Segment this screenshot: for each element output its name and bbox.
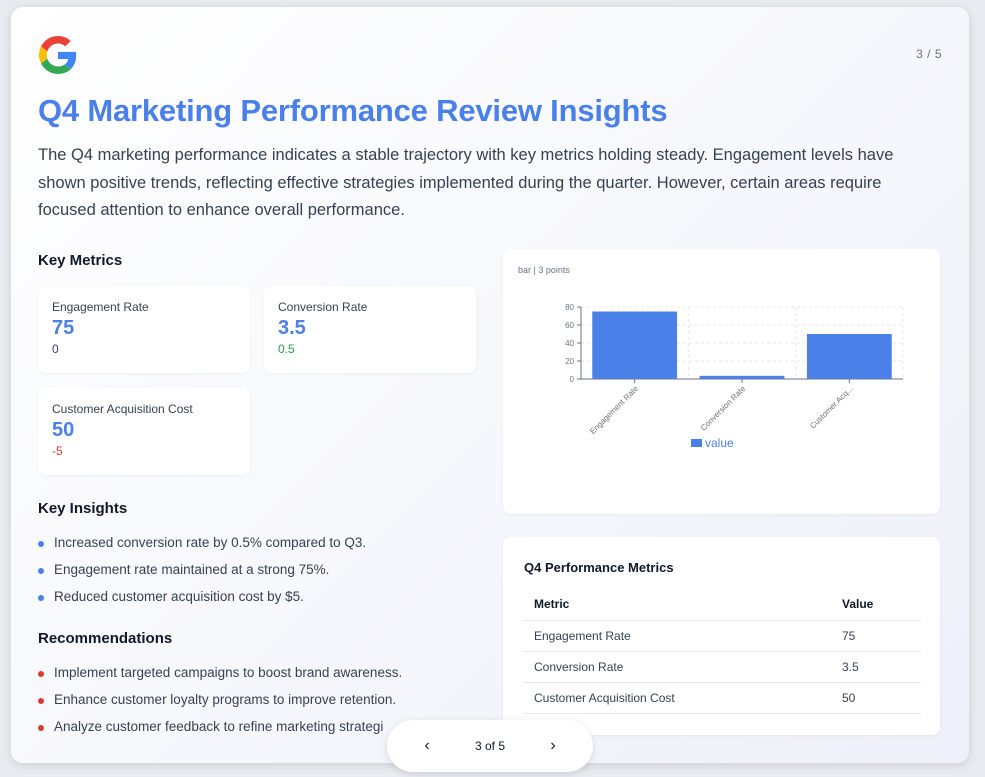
- column-header: Metric: [524, 589, 838, 621]
- key-insights-heading: Key Insights: [38, 500, 128, 517]
- bullet-icon: [38, 671, 44, 677]
- metric-delta: 0.5: [278, 342, 295, 356]
- insights-list: Increased conversion rate by 0.5% compar…: [38, 535, 366, 616]
- legend-label: value: [705, 436, 734, 450]
- recommendations-list: Implement targeted campaigns to boost br…: [38, 665, 402, 746]
- table-cell: Customer Acquisition Cost: [524, 682, 838, 714]
- list-item-text: Engagement rate maintained at a strong 7…: [54, 562, 330, 577]
- list-item-text: Implement targeted campaigns to boost br…: [54, 665, 403, 680]
- list-item: Increased conversion rate by 0.5% compar…: [38, 535, 366, 562]
- bullet-icon: [38, 595, 44, 601]
- bullet-icon: [38, 541, 44, 547]
- y-tick-label: 60: [565, 321, 574, 330]
- google-logo: [39, 36, 77, 74]
- metric-value: 3.5: [278, 317, 306, 339]
- table-row: Conversion Rate 3.5: [524, 651, 921, 683]
- column-header: Value: [838, 589, 921, 621]
- key-metrics-heading: Key Metrics: [38, 252, 123, 269]
- page-title: Q4 Marketing Performance Review Insights: [38, 93, 668, 128]
- metric-value: 50: [52, 419, 75, 441]
- list-item-text: Enhance customer loyalty programs to imp…: [54, 692, 397, 707]
- table-cell: 75: [838, 620, 921, 652]
- metric-delta: 0: [52, 342, 59, 356]
- y-tick-label: 80: [565, 303, 574, 312]
- intro-paragraph: The Q4 marketing performance indicates a…: [38, 146, 894, 219]
- pagination-bar: ‹ 3 of 5 ›: [387, 720, 593, 772]
- x-tick-label: Customer Acq...: [808, 384, 855, 431]
- chart-card: bar | 3 points 0 20 40 60 80 Engagement Rate C…: [503, 249, 940, 514]
- table-cell: 3.5: [838, 651, 921, 683]
- table-cell: Conversion Rate: [524, 651, 838, 683]
- metric-card-conversion: Conversion Rate 3.5 0.5: [264, 286, 476, 373]
- metric-card-acquisition-cost: Customer Acquisition Cost 50 -5: [38, 388, 250, 475]
- list-item-text: Increased conversion rate by 0.5% compar…: [54, 535, 367, 550]
- table-title: Q4 Performance Metrics: [524, 560, 674, 575]
- table-header-row: Metric Value: [524, 589, 921, 621]
- list-item-text: Reduced customer acquisition cost by $5.: [54, 589, 304, 604]
- chevron-right-icon[interactable]: ›: [540, 733, 566, 759]
- list-item: Implement targeted campaigns to boost br…: [38, 665, 402, 692]
- x-tick-label: Conversion Rate: [699, 384, 748, 433]
- bar: [806, 334, 892, 379]
- bar-chart: 0 20 40 60 80 Engagement Rate Conversion Rate C…: [565, 303, 904, 450]
- table-card: Q4 Performance Metrics Metric Value Enga…: [503, 537, 940, 735]
- y-tick-label: 20: [565, 357, 574, 366]
- list-item-text: Analyze customer feedback to refine mark…: [54, 719, 384, 734]
- recommendations-heading: Recommendations: [38, 630, 173, 647]
- bullet-icon: [38, 568, 44, 574]
- chevron-left-icon[interactable]: ‹: [414, 733, 440, 759]
- metric-label: Customer Acquisition Cost: [52, 402, 193, 416]
- bullet-icon: [38, 725, 44, 731]
- metric-card-engagement: Engagement Rate 75 0: [38, 286, 250, 373]
- metric-label: Conversion Rate: [278, 300, 368, 314]
- list-item: Analyze customer feedback to refine mark…: [38, 719, 402, 746]
- table-cell: Engagement Rate: [524, 620, 838, 652]
- metrics-table: Metric Value Engagement Rate 75 Conversi…: [524, 589, 921, 714]
- table-row: Customer Acquisition Cost 50: [524, 682, 921, 714]
- table-cell: 50: [838, 682, 921, 714]
- list-item: Engagement rate maintained at a strong 7…: [38, 562, 366, 589]
- slide: 3 / 5 Q4 Marketing Performance Review In…: [11, 7, 969, 763]
- bar: [592, 311, 678, 379]
- page-indicator: 3 / 5: [916, 47, 942, 61]
- chart-caption: bar | 3 points: [518, 265, 570, 275]
- legend-swatch: [691, 439, 702, 447]
- bar: [699, 375, 785, 379]
- bullet-icon: [38, 698, 44, 704]
- y-tick-label: 0: [570, 375, 575, 384]
- table-row: Engagement Rate 75: [524, 620, 921, 652]
- y-tick-label: 40: [565, 339, 574, 348]
- metric-delta: -5: [52, 444, 63, 458]
- x-tick-label: Engagement Rate: [588, 384, 640, 436]
- metric-value: 75: [52, 317, 75, 339]
- page-counter: 3 of 5: [474, 739, 506, 753]
- list-item: Reduced customer acquisition cost by $5.: [38, 589, 366, 616]
- metric-label: Engagement Rate: [52, 300, 149, 314]
- list-item: Enhance customer loyalty programs to imp…: [38, 692, 402, 719]
